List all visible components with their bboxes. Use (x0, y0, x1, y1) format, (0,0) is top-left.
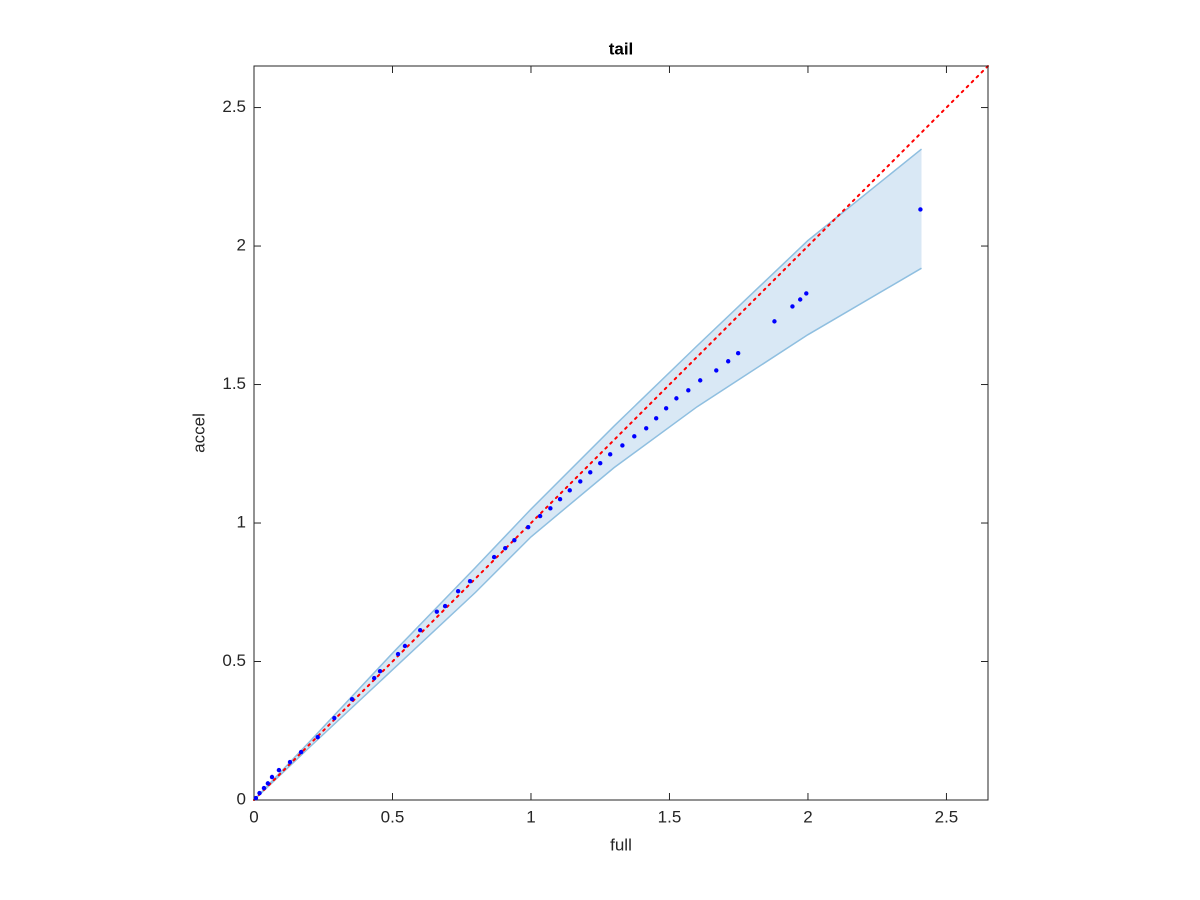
data-point (253, 795, 259, 801)
data-point (261, 785, 267, 791)
data-point (377, 669, 383, 674)
data-point (503, 546, 508, 551)
chart-title: tail (609, 39, 634, 58)
y-tick-label: 2 (237, 236, 246, 255)
y-tick-label: 2.5 (222, 97, 246, 116)
x-tick-label: 1 (526, 807, 535, 826)
data-point (434, 609, 440, 614)
data-point (548, 506, 553, 511)
data-point (276, 767, 282, 773)
data-point (257, 790, 262, 796)
data-point (578, 479, 583, 484)
data-point (372, 675, 377, 681)
data-point (798, 297, 803, 302)
data-point (725, 359, 731, 364)
y-tick-label: 1 (237, 513, 246, 532)
reference-line (253, 65, 989, 801)
data-point (598, 460, 603, 466)
x-tick-label: 2 (803, 807, 812, 826)
band-lower (253, 267, 922, 801)
data-point (442, 603, 448, 609)
data-point (663, 406, 669, 411)
data-point (644, 426, 649, 431)
data-point (537, 513, 543, 519)
data-point (632, 434, 637, 439)
y-tick-label: 0.5 (222, 651, 246, 670)
data-point (714, 368, 719, 373)
band-upper (253, 148, 922, 801)
x-tick-label: 2.5 (935, 807, 959, 826)
data-point (455, 588, 461, 594)
data-point (265, 781, 271, 786)
data-point (491, 554, 497, 560)
data-point (772, 319, 777, 324)
data-point (674, 396, 679, 401)
data-point (557, 496, 563, 502)
y-axis-label: accel (189, 413, 208, 453)
x-tick-label: 0.5 (381, 807, 405, 826)
data-point (315, 734, 320, 740)
data-point (588, 470, 593, 475)
data-point (698, 378, 703, 383)
data-point (298, 749, 304, 755)
data-point (287, 759, 293, 765)
data-point (332, 715, 337, 721)
data-point (735, 351, 741, 356)
data-point (790, 304, 795, 309)
data-point (620, 443, 625, 448)
data-point (467, 578, 473, 584)
confidence-band (254, 149, 922, 800)
plot-frame (253, 65, 989, 801)
x-tick-label: 1.5 (658, 807, 682, 826)
data-point (417, 628, 423, 633)
data-point (653, 416, 659, 421)
x-tick-label: 0 (249, 807, 258, 826)
data-point (918, 207, 923, 212)
data-point (402, 643, 408, 649)
data-point (607, 452, 613, 457)
data-point (512, 537, 517, 543)
data-point (269, 774, 275, 780)
data-point (804, 291, 809, 296)
data-point (567, 488, 572, 493)
data-point (526, 524, 531, 530)
y-tick-label: 0 (237, 789, 246, 808)
data-point (686, 388, 691, 393)
x-axis-label: full (610, 835, 632, 854)
data-point (349, 696, 355, 702)
data-point (395, 651, 401, 657)
y-tick-label: 1.5 (222, 374, 246, 393)
